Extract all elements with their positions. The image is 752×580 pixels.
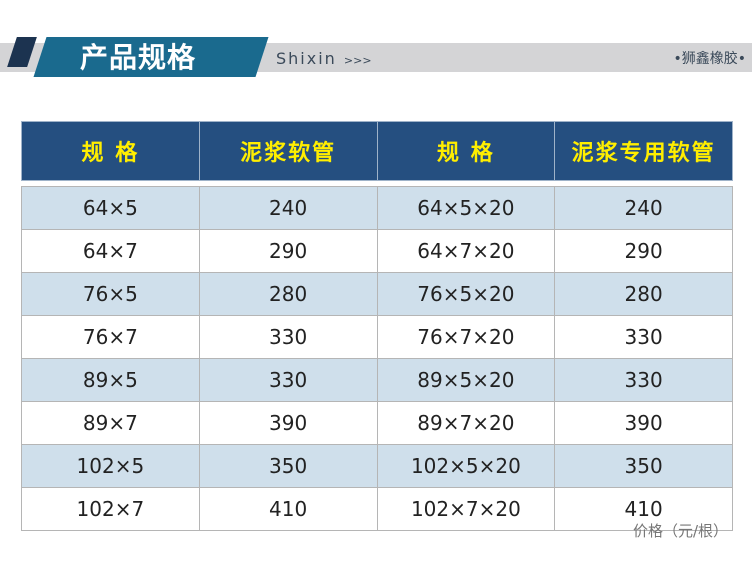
table-cell: 290 bbox=[554, 229, 733, 273]
table-cell: 410 bbox=[198, 487, 378, 531]
table-cell: 76×5 bbox=[21, 272, 200, 316]
brand-name: •狮鑫橡胶• bbox=[673, 51, 746, 67]
table-cell: 240 bbox=[554, 186, 733, 230]
table-cell: 64×5×20 bbox=[376, 186, 556, 230]
table-cell: 330 bbox=[198, 358, 378, 402]
table-cell: 330 bbox=[198, 315, 378, 359]
table-cell: 89×5×20 bbox=[376, 358, 556, 402]
page-title: 产品规格 bbox=[80, 41, 197, 74]
table-row: 89×5 330 89×5×20 330 bbox=[21, 358, 733, 402]
column-header: 泥浆专用软管 bbox=[554, 121, 733, 181]
table-cell: 280 bbox=[198, 272, 378, 316]
table-cell: 330 bbox=[554, 358, 733, 402]
table-cell: 64×5 bbox=[21, 186, 200, 230]
table-cell: 64×7 bbox=[21, 229, 200, 273]
table-cell: 89×5 bbox=[21, 358, 200, 402]
subtitle: Shixin >>> bbox=[276, 47, 372, 73]
column-header: 泥浆软管 bbox=[198, 121, 378, 181]
subtitle-text: Shixin bbox=[276, 49, 337, 68]
column-header: 规 格 bbox=[21, 121, 200, 181]
table-row: 76×5 280 76×5×20 280 bbox=[21, 272, 733, 316]
table-row: 76×7 330 76×7×20 330 bbox=[21, 315, 733, 359]
table-cell: 102×7×20 bbox=[376, 487, 556, 531]
table-row: 102×7 410 102×7×20 410 bbox=[21, 487, 733, 531]
table-cell: 280 bbox=[554, 272, 733, 316]
table-cell: 350 bbox=[198, 444, 378, 488]
table-cell: 330 bbox=[554, 315, 733, 359]
table-cell: 240 bbox=[198, 186, 378, 230]
table-cell: 390 bbox=[198, 401, 378, 445]
table-row: 64×5 240 64×5×20 240 bbox=[21, 186, 733, 230]
table-cell: 102×5×20 bbox=[376, 444, 556, 488]
table-cell: 102×5 bbox=[21, 444, 200, 488]
spec-table: 规 格泥浆软管规 格泥浆专用软管 64×5 240 64×5×20 240 64×7 29… bbox=[21, 121, 733, 531]
table-cell: 89×7×20 bbox=[376, 401, 556, 445]
price-unit-note: 价格（元/根） bbox=[632, 522, 728, 540]
table-cell: 390 bbox=[554, 401, 733, 445]
table-cell: 76×7×20 bbox=[376, 315, 556, 359]
table-row: 64×7 290 64×7×20 290 bbox=[21, 229, 733, 273]
subtitle-arrows: >>> bbox=[343, 54, 372, 67]
column-header: 规 格 bbox=[376, 121, 556, 181]
table-cell: 410 bbox=[554, 487, 733, 531]
table-cell: 290 bbox=[198, 229, 378, 273]
table-row: 89×7 390 89×7×20 390 bbox=[21, 401, 733, 445]
table-cell: 64×7×20 bbox=[376, 229, 556, 273]
table-cell: 76×5×20 bbox=[376, 272, 556, 316]
table-cell: 350 bbox=[554, 444, 733, 488]
table-cell: 89×7 bbox=[21, 401, 200, 445]
table-row: 102×5 350 102×5×20 350 bbox=[21, 444, 733, 488]
table-cell: 102×7 bbox=[21, 487, 200, 531]
table-cell: 76×7 bbox=[21, 315, 200, 359]
